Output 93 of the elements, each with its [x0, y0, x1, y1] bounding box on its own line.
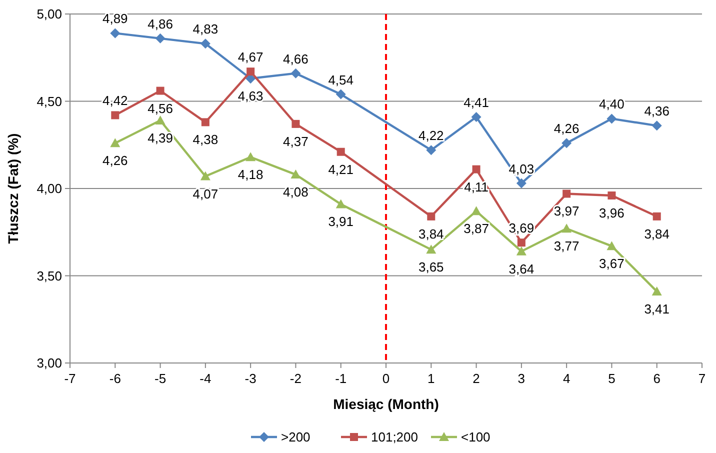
point — [336, 89, 346, 100]
point — [652, 120, 662, 131]
data-label: 4,37 — [283, 134, 308, 149]
data-label: 4,08 — [283, 184, 308, 200]
data-label: 4,89 — [102, 11, 128, 26]
point — [652, 212, 661, 220]
data-label: 3,84 — [418, 226, 444, 242]
data-label: 4,22 — [418, 128, 444, 144]
point — [517, 238, 526, 247]
x-tick-label: 1 — [428, 371, 435, 386]
point — [156, 86, 164, 95]
data-label: 4,63 — [238, 88, 264, 104]
point — [110, 138, 120, 148]
point — [111, 111, 120, 120]
point — [427, 212, 436, 220]
point — [608, 191, 616, 200]
data-label: 3,84 — [644, 226, 670, 242]
x-tick-label: 3 — [518, 371, 526, 386]
data-label: 3,91 — [328, 214, 354, 230]
point — [606, 114, 617, 124]
data-label: 4,66 — [283, 51, 308, 66]
point — [292, 120, 300, 128]
x-tick-label: -2 — [290, 371, 302, 386]
x-tick-label: -3 — [244, 371, 256, 386]
data-label: 3,64 — [508, 261, 534, 276]
legend-label: <100 — [461, 430, 490, 444]
data-label: 4,18 — [238, 167, 264, 182]
y-tick-label: 3,50 — [36, 268, 62, 284]
point — [426, 244, 436, 254]
point — [155, 115, 166, 124]
data-label: 4,39 — [148, 130, 173, 146]
legend-label: 101;200 — [371, 430, 418, 444]
y-axis-title: Tłuszcz (Fat) (%) — [5, 133, 21, 244]
point — [471, 112, 482, 122]
point — [201, 118, 210, 126]
point — [426, 145, 436, 156]
data-label: 4,07 — [192, 186, 218, 202]
x-tick-label: -1 — [335, 371, 347, 386]
data-label: 4,56 — [148, 100, 173, 116]
point — [562, 190, 571, 198]
data-label: 4,26 — [102, 153, 128, 168]
x-tick-label: -4 — [200, 371, 212, 386]
data-label: 4,42 — [102, 93, 128, 108]
data-label: 3,65 — [418, 260, 444, 275]
point — [246, 68, 255, 76]
x-tick-label: -5 — [154, 371, 166, 386]
data-label: 3,67 — [599, 256, 624, 272]
data-label: 4,86 — [148, 16, 173, 32]
data-label: 4,83 — [192, 22, 218, 37]
x-tick-label: 6 — [653, 371, 660, 386]
point — [472, 165, 480, 174]
point — [652, 286, 662, 296]
point — [471, 206, 482, 216]
point — [516, 178, 526, 188]
legend-label: >200 — [281, 430, 310, 444]
x-tick-label: -6 — [109, 371, 121, 386]
data-label: 3,97 — [554, 204, 580, 219]
data-label: 4,67 — [238, 50, 264, 65]
point — [110, 28, 120, 38]
point — [336, 199, 346, 208]
y-tick-label: 4,50 — [36, 94, 62, 109]
point — [290, 170, 301, 179]
point — [336, 148, 345, 156]
data-label: 4,36 — [644, 104, 670, 119]
x-tick-label: 5 — [608, 371, 616, 386]
data-label: 4,54 — [328, 72, 354, 88]
data-label: 4,21 — [328, 162, 354, 177]
point — [606, 241, 617, 250]
data-label: 4,41 — [464, 94, 489, 110]
data-label: 3,87 — [464, 221, 489, 236]
point — [516, 246, 526, 256]
point — [200, 38, 210, 49]
x-tick-label: 4 — [562, 371, 570, 386]
point — [562, 138, 572, 148]
point — [200, 171, 210, 180]
y-tick-label: 5,00 — [36, 6, 62, 22]
point — [290, 68, 301, 78]
x-tick-label: 2 — [472, 371, 480, 386]
data-label: 4,40 — [599, 96, 624, 112]
x-axis-title: Miesiąc (Month) — [333, 396, 439, 412]
x-tick-label: 0 — [382, 371, 390, 386]
data-label: 4,38 — [192, 132, 218, 148]
data-label: 4,26 — [554, 121, 580, 136]
data-label: 3,77 — [554, 238, 580, 254]
y-tick-label: 3,00 — [36, 356, 62, 370]
point — [562, 224, 572, 233]
x-tick-label: 7 — [698, 371, 706, 386]
data-label: 3,96 — [599, 205, 624, 220]
point — [246, 152, 256, 162]
point — [155, 33, 166, 44]
y-tick-label: 4,00 — [36, 181, 62, 196]
data-label: 3,41 — [644, 301, 670, 316]
x-tick-label: -7 — [64, 371, 76, 386]
